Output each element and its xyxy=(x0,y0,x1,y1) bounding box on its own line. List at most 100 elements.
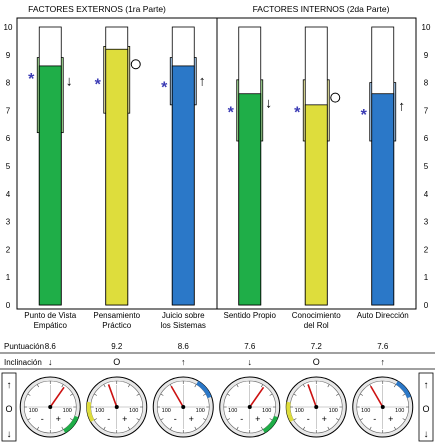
score-value: 9.2 xyxy=(111,342,123,351)
gauge-legend-right xyxy=(418,372,434,442)
gauge-tick xyxy=(293,393,297,396)
y-tick-right: 4 xyxy=(424,190,429,199)
y-tick-left: 3 xyxy=(6,218,11,227)
score-value: 8.6 xyxy=(45,342,57,351)
gauge-tick xyxy=(227,418,230,421)
gauge-minus: - xyxy=(174,414,177,424)
gauge-tick xyxy=(94,393,97,396)
y-tick-left: 7 xyxy=(6,106,11,115)
gauge-tick xyxy=(36,384,40,388)
gauge-needle xyxy=(307,384,318,408)
category-label: Empático xyxy=(34,321,68,330)
gauge-tick xyxy=(260,426,264,430)
gauge-tick xyxy=(169,426,173,430)
gauge-tick xyxy=(302,426,306,430)
gauge-tick xyxy=(136,418,140,421)
gauge-tick xyxy=(194,384,197,388)
y-tick-right: 0 xyxy=(424,301,429,310)
star-marker: * xyxy=(361,107,368,124)
inclination-value: O xyxy=(313,357,320,367)
y-tick-left: 6 xyxy=(6,134,11,143)
y-tick-left: 8 xyxy=(6,79,11,88)
category-label: los Sistemas xyxy=(161,321,206,330)
bar-value xyxy=(105,48,129,306)
gauge-tick xyxy=(402,418,406,421)
gauge-color-arc xyxy=(262,415,278,433)
gauge-needle xyxy=(249,386,265,408)
score-value: 7.6 xyxy=(377,342,389,351)
gauge-tick xyxy=(70,418,73,421)
category-label: Punto de Vista xyxy=(24,311,76,320)
gauge-needle xyxy=(107,384,118,408)
gauge-tick xyxy=(203,393,206,396)
gauge-legend-right-circle: O xyxy=(422,404,429,414)
y-tick-left: 0 xyxy=(6,301,11,310)
gauge-tick xyxy=(136,393,140,396)
y-tick-left: 4 xyxy=(6,190,11,199)
gauge-legend-left xyxy=(1,372,17,442)
gauge-hub xyxy=(181,405,186,409)
gauge-tick xyxy=(160,393,164,396)
gauge-tick xyxy=(336,393,339,396)
bar-value xyxy=(38,65,62,306)
gauge-needle xyxy=(49,386,65,408)
gauge-legend-left-up: ↑ xyxy=(7,380,12,391)
gauge-tick xyxy=(393,384,397,388)
category-label: Juicio sobre xyxy=(162,311,205,320)
gauge-tick xyxy=(27,418,31,421)
gauge-tick xyxy=(61,426,64,430)
gauge-minus: - xyxy=(307,414,310,424)
y-tick-right: 2 xyxy=(424,245,429,254)
inclination-marker-circle xyxy=(330,92,341,103)
gauge-scale-label: 100 xyxy=(95,408,104,414)
inclination-marker-arrow: ↓ xyxy=(66,72,73,88)
gauge-legend-left-circle: O xyxy=(5,404,12,414)
gauge-scale-label: 100 xyxy=(295,408,304,414)
gauge-scale-label: 100 xyxy=(196,408,205,414)
y-tick-left: 1 xyxy=(6,273,11,282)
gauge-scale-label: 100 xyxy=(29,408,38,414)
gauge-tick xyxy=(127,426,131,430)
gauge-legend-right-up: ↑ xyxy=(424,380,429,391)
gauge-minus: - xyxy=(240,414,243,424)
gauge-color-arc xyxy=(63,415,79,433)
inclination-value: ↑ xyxy=(381,357,386,367)
gauge-tick xyxy=(336,418,339,421)
gauge-hub xyxy=(48,405,53,409)
gauge-tick xyxy=(402,393,406,396)
score-value: 7.6 xyxy=(244,342,256,351)
category-label: Práctico xyxy=(102,321,131,330)
y-tick-left: 9 xyxy=(6,51,11,60)
gauge-tick xyxy=(103,384,106,388)
gauge-scale-label: 100 xyxy=(228,408,237,414)
y-tick-right: 10 xyxy=(422,23,431,32)
y-tick-right: 5 xyxy=(424,162,429,171)
gauge-tick xyxy=(103,426,106,430)
category-label: Auto Dirección xyxy=(357,311,409,320)
gauge-legend-left-down: ↓ xyxy=(7,429,12,440)
inclination-value: ↓ xyxy=(248,357,253,367)
gauge-tick xyxy=(194,426,197,430)
gauge-scale-label: 100 xyxy=(361,408,370,414)
star-marker: * xyxy=(228,104,235,121)
inclination-value: ↑ xyxy=(181,357,186,367)
gauge-legend-right-down: ↓ xyxy=(424,429,429,440)
bar-value xyxy=(171,65,195,306)
gauge-color-arc xyxy=(286,401,294,422)
gauge-plus: + xyxy=(189,414,194,424)
gauge-tick xyxy=(293,418,297,421)
gauge-tick xyxy=(327,384,330,388)
category-label: Pensamiento xyxy=(93,311,140,320)
score-value: 8.6 xyxy=(178,342,190,351)
gauge-tick xyxy=(302,384,306,388)
gauge-hub xyxy=(114,405,119,409)
y-tick-right: 8 xyxy=(424,79,429,88)
gauge-tick xyxy=(27,393,31,396)
gauge-tick xyxy=(70,393,73,396)
y-tick-right: 7 xyxy=(424,106,429,115)
gauge-tick xyxy=(393,426,397,430)
y-tick-left: 10 xyxy=(4,23,13,32)
gauge-minus: - xyxy=(107,414,110,424)
inclination-marker-arrow: ↓ xyxy=(265,95,272,111)
y-tick-right: 9 xyxy=(424,51,429,60)
